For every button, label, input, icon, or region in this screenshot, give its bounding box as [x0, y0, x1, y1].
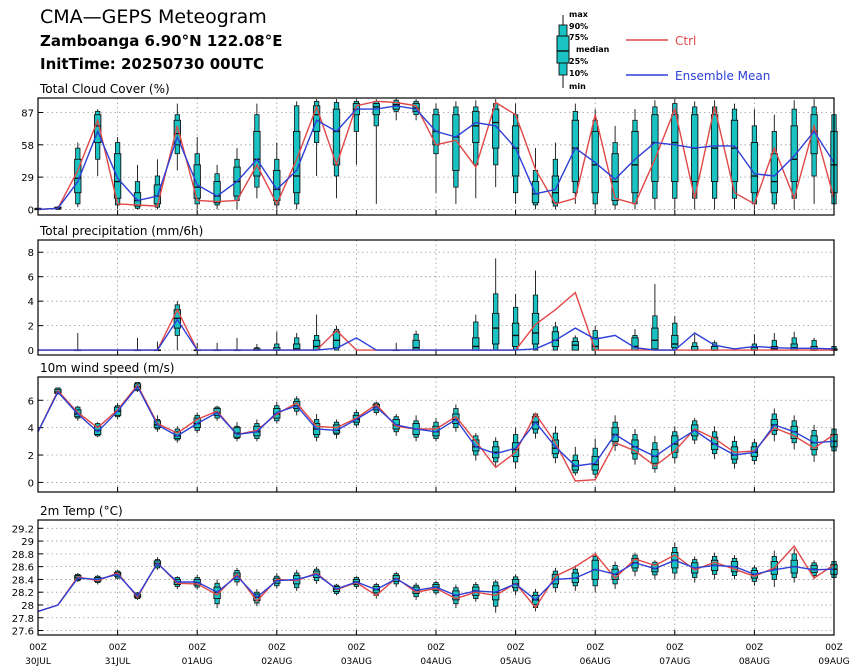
y-tick-label: 28.6	[12, 563, 34, 574]
x-tick-label-hour: 00Z	[109, 643, 127, 653]
y-tick-label: 28.2	[12, 588, 34, 599]
ensemble-mean-line	[37, 559, 835, 613]
y-tick-label: 28.4	[12, 575, 34, 586]
panel-title: 10m wind speed (m/s)	[40, 361, 174, 375]
legend-box-label: max	[569, 10, 589, 19]
x-tick-label-hour: 00Z	[507, 643, 525, 653]
legend-box-label: min	[569, 82, 586, 91]
box-inner-range	[810, 114, 818, 155]
x-tick-label-date: 31JUL	[105, 657, 131, 667]
y-tick-label: 4	[28, 424, 34, 435]
legend-box-label: 75%	[569, 33, 588, 42]
ensemble-mean-line	[38, 318, 835, 351]
box-inner-range	[671, 114, 679, 183]
ctrl-line	[37, 100, 835, 211]
y-tick-label: 6	[28, 273, 34, 284]
x-tick-label-hour: 00Z	[268, 643, 286, 653]
legend-box-label: median	[576, 45, 610, 54]
x-tick-label-hour: 00Z	[348, 643, 366, 653]
x-tick-label-hour: 00Z	[427, 643, 445, 653]
box-inner-range	[651, 327, 659, 350]
legend-box-label: 25%	[569, 57, 588, 66]
meteogram-title: CMA—GEPS Meteogram	[40, 6, 267, 28]
x-tick-label-date: 01AUG	[182, 657, 213, 667]
y-tick-label: 0	[28, 346, 34, 357]
y-tick-label: 2	[28, 451, 34, 462]
box-inner-range	[113, 153, 122, 199]
x-tick-label-date: 02AUG	[261, 657, 292, 667]
legend-mean-label: Ensemble Mean	[675, 69, 770, 83]
box-inner-range	[671, 334, 679, 349]
y-tick-label: 28.8	[12, 550, 34, 561]
y-tick-label: 0	[28, 205, 34, 216]
x-tick-label-date: 05AUG	[500, 657, 531, 667]
box-inner-range	[790, 125, 798, 183]
y-tick-label: 29.2	[12, 524, 34, 535]
panel-frame	[37, 519, 835, 636]
y-tick-label: 29	[21, 173, 34, 184]
panel-frame	[37, 239, 835, 356]
y-tick-label: 8	[28, 248, 34, 259]
box-inner-range	[511, 125, 520, 177]
panel-frame	[37, 97, 835, 216]
box-inner-range	[472, 337, 480, 351]
y-tick-label: 27.6	[12, 627, 34, 638]
box-inner-range	[651, 114, 659, 183]
x-tick-label-date: 07AUG	[659, 657, 690, 667]
panel-title: Total precipitation (mm/6h)	[39, 224, 203, 238]
y-tick-label: 27.8	[12, 614, 34, 625]
box-inner-range	[173, 119, 181, 146]
ensemble-mean-line	[37, 385, 835, 467]
x-tick-label-hour: 00Z	[586, 643, 604, 653]
x-tick-label-hour: 00Z	[746, 643, 764, 653]
box-inner-range	[472, 110, 480, 144]
box-inner-range	[750, 142, 759, 194]
x-tick-label-hour: 00Z	[188, 643, 206, 653]
panel-title: 2m Temp (°C)	[40, 504, 123, 518]
y-tick-label: 58	[21, 141, 34, 152]
box-inner-range	[730, 119, 739, 183]
box-inner-range	[531, 312, 540, 345]
x-tick-label-date: 03AUG	[341, 657, 372, 667]
init-time: InitTime: 20250730 00UTC	[40, 55, 264, 73]
box-outer-range	[353, 100, 360, 132]
x-tick-label-date: 30JUL	[25, 657, 51, 667]
box-inner-range	[571, 119, 579, 183]
box-inner-range	[412, 339, 420, 351]
panel-title: Total Cloud Cover (%)	[39, 82, 170, 96]
ensemble-mean-line	[37, 105, 835, 211]
x-tick-label-hour: 00Z	[666, 643, 684, 653]
ctrl-line	[37, 383, 835, 482]
station-location: Zamboanga 6.90°N 122.08°E	[40, 32, 283, 50]
legend-ctrl-label: Ctrl	[675, 34, 696, 48]
box-inner-range	[253, 130, 261, 177]
legend-box-label: 90%	[569, 22, 588, 31]
panel-frame	[37, 376, 835, 493]
x-tick-label-hour: 00Z	[29, 643, 47, 653]
x-tick-label-date: 06AUG	[580, 657, 611, 667]
y-tick-label: 29	[21, 537, 34, 548]
legend-box-inner	[556, 35, 570, 64]
x-tick-label-date: 08AUG	[739, 657, 770, 667]
box-inner-range	[293, 130, 301, 194]
box-inner-range	[452, 114, 460, 171]
y-tick-label: 87	[21, 108, 34, 119]
y-tick-label: 2	[28, 322, 34, 333]
legend-box-label: 10%	[569, 69, 588, 78]
box-inner-range	[213, 181, 221, 204]
y-tick-label: 4	[28, 297, 34, 308]
y-tick-label: 6	[28, 396, 34, 407]
x-tick-label-date: 09AUG	[818, 657, 849, 667]
x-tick-label-hour: 00Z	[825, 643, 843, 653]
x-tick-label-date: 04AUG	[420, 657, 451, 667]
y-tick-label: 0	[28, 478, 34, 489]
y-tick-label: 28	[21, 601, 34, 612]
